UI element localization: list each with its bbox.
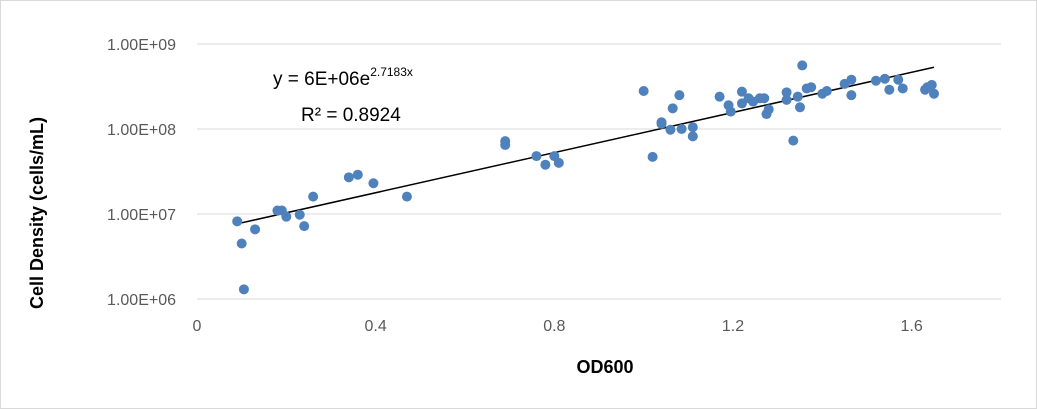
data-point bbox=[638, 85, 649, 96]
data-point bbox=[781, 94, 792, 105]
x-tick-labels: 0 0.4 0.8 1.2 1.6 bbox=[193, 318, 923, 335]
data-point bbox=[725, 106, 736, 117]
data-point bbox=[893, 74, 904, 85]
data-point bbox=[781, 87, 792, 98]
data-point bbox=[884, 84, 895, 95]
data-point bbox=[736, 86, 747, 97]
y-axis-title: Cell Density (cells/mL) bbox=[27, 117, 47, 309]
data-point bbox=[763, 104, 774, 115]
data-point bbox=[250, 224, 261, 235]
gridlines bbox=[197, 43, 1001, 300]
y-tick-labels: 1.00E+06 1.00E+07 1.00E+08 1.00E+09 bbox=[107, 37, 176, 309]
y-tick-label: 1.00E+08 bbox=[107, 122, 176, 139]
data-points bbox=[232, 60, 939, 295]
data-point bbox=[897, 83, 908, 94]
x-tick-label: 0 bbox=[193, 318, 202, 335]
data-point bbox=[236, 238, 247, 249]
y-tick-label: 1.00E+07 bbox=[107, 207, 176, 224]
data-point bbox=[821, 85, 832, 96]
y-tick-label: 1.00E+06 bbox=[107, 292, 176, 309]
data-point bbox=[788, 135, 799, 146]
data-point bbox=[299, 221, 310, 232]
x-tick-label: 0.8 bbox=[543, 318, 565, 335]
data-point bbox=[656, 118, 667, 129]
data-point bbox=[806, 82, 817, 93]
x-tick-label: 1.2 bbox=[722, 318, 744, 335]
data-point bbox=[281, 211, 292, 222]
data-point bbox=[870, 75, 881, 86]
data-point bbox=[759, 93, 770, 104]
data-point bbox=[665, 124, 676, 135]
data-point bbox=[238, 284, 249, 295]
data-point bbox=[676, 124, 687, 134]
data-point bbox=[795, 102, 805, 113]
data-point bbox=[846, 74, 857, 85]
data-point bbox=[879, 73, 890, 84]
data-point bbox=[797, 60, 808, 71]
data-point bbox=[926, 79, 937, 90]
trendline-equation: y = 6E+06e2.7183x bbox=[273, 65, 413, 90]
data-point bbox=[352, 169, 363, 180]
data-point bbox=[846, 90, 857, 101]
data-point bbox=[308, 191, 319, 202]
x-axis-title: OD600 bbox=[576, 357, 633, 377]
data-point bbox=[687, 131, 698, 142]
data-point bbox=[553, 157, 564, 168]
data-point bbox=[687, 122, 698, 133]
data-point bbox=[674, 90, 685, 101]
y-tick-label: 1.00E+09 bbox=[107, 37, 176, 54]
data-point bbox=[294, 209, 305, 220]
data-point bbox=[647, 151, 658, 162]
data-point bbox=[540, 159, 551, 170]
data-point bbox=[714, 91, 725, 102]
data-point bbox=[929, 88, 939, 99]
data-point bbox=[232, 216, 243, 227]
data-point bbox=[343, 172, 354, 183]
data-point bbox=[500, 139, 511, 150]
data-point bbox=[792, 91, 803, 102]
x-tick-label: 1.6 bbox=[901, 318, 923, 335]
data-point bbox=[531, 151, 542, 162]
r-squared-label: R² = 0.8924 bbox=[301, 105, 401, 126]
data-point bbox=[401, 191, 412, 202]
x-tick-label: 0.4 bbox=[365, 318, 387, 335]
data-point bbox=[667, 103, 678, 114]
data-point bbox=[368, 178, 379, 189]
